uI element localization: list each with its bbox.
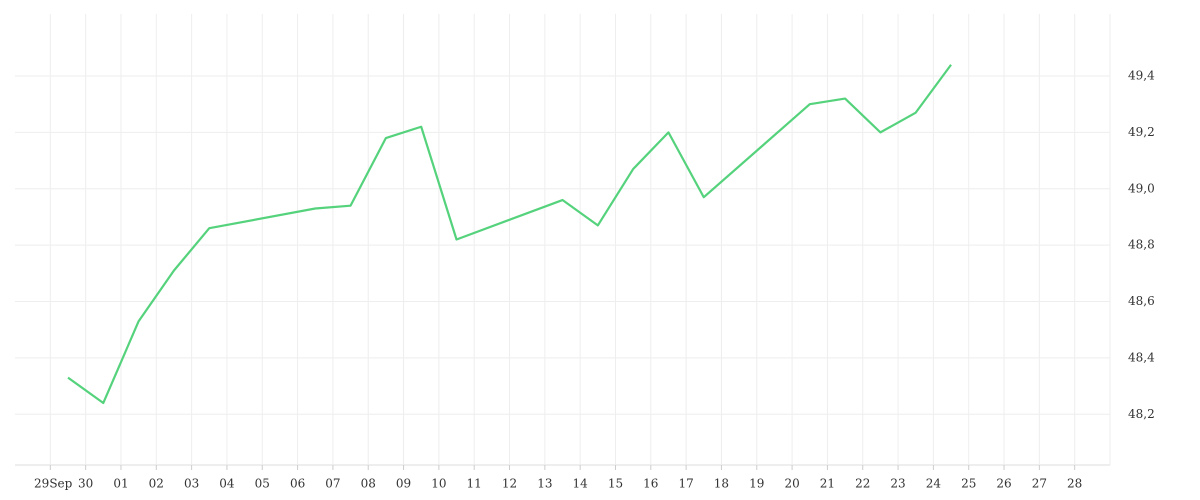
- x-tick-label: 16: [643, 477, 658, 491]
- y-tick-label: 49,2: [1128, 125, 1155, 139]
- x-tick-label: 11: [467, 477, 482, 491]
- x-tick-label: 13: [537, 477, 552, 491]
- x-tick-label: 07: [325, 477, 340, 491]
- x-tick-label: 12: [502, 477, 517, 491]
- x-tick-label: 14: [573, 477, 589, 491]
- y-tick-label: 49,4: [1128, 69, 1155, 83]
- x-tick-label: 27: [1032, 477, 1047, 491]
- x-tick-label: 05: [255, 477, 270, 491]
- x-tick-label: 18: [714, 477, 729, 491]
- x-tick-label: 01: [113, 477, 128, 491]
- y-tick-label: 48,8: [1128, 238, 1155, 252]
- line-series: [67, 64, 952, 405]
- x-tick-label: 08: [361, 477, 376, 491]
- x-tick-label: 26: [996, 477, 1011, 491]
- x-tick-label: 23: [890, 477, 905, 491]
- x-tick-label: 20: [784, 477, 799, 491]
- x-tick-label: 15: [608, 477, 623, 491]
- y-tick-label: 48,6: [1128, 294, 1155, 308]
- x-tick-label: 03: [184, 477, 199, 491]
- y-tick-label: 48,4: [1128, 350, 1155, 364]
- y-tick-label: 48,2: [1128, 407, 1155, 421]
- y-tick-label: 49,0: [1128, 181, 1155, 195]
- x-tick-label: 19: [749, 477, 764, 491]
- x-tick-label: 30: [78, 477, 93, 491]
- x-tick-label: 04: [219, 477, 235, 491]
- x-tick-label: 25: [961, 477, 976, 491]
- x-tick-label: 22: [855, 477, 870, 491]
- x-tick-label: 24: [926, 477, 942, 491]
- x-tick-label: 10: [431, 477, 446, 491]
- x-tick-label: 28: [1067, 477, 1082, 491]
- x-tick-label: 06: [290, 477, 305, 491]
- x-tick-label: 29: [34, 477, 49, 491]
- x-tick-label: 17: [678, 477, 693, 491]
- x-tick-label: 21: [820, 477, 835, 491]
- x-tick-label: 02: [149, 477, 164, 491]
- month-label: Sep: [49, 477, 72, 491]
- x-tick-label: 09: [396, 477, 411, 491]
